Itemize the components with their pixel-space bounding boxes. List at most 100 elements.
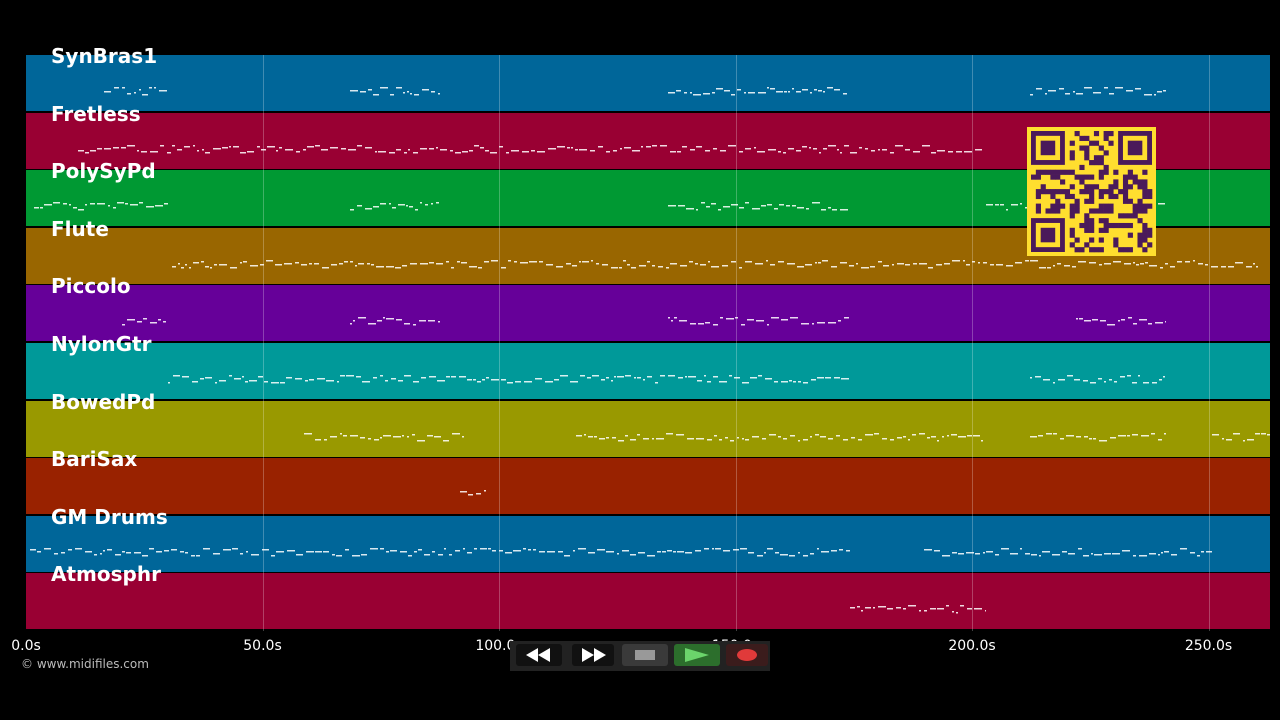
record-button[interactable] <box>726 644 768 666</box>
note <box>1163 376 1165 378</box>
note <box>712 547 714 550</box>
note <box>620 147 622 150</box>
note <box>1246 265 1252 268</box>
note <box>713 324 718 326</box>
note <box>413 324 416 326</box>
note <box>1122 549 1130 552</box>
note <box>307 145 314 148</box>
note <box>159 90 167 92</box>
note <box>667 549 672 552</box>
note <box>104 91 111 93</box>
note <box>1136 263 1139 266</box>
note <box>817 547 819 550</box>
note <box>404 375 411 377</box>
note <box>501 266 506 269</box>
note <box>682 145 687 148</box>
note <box>380 375 383 377</box>
note <box>137 321 142 323</box>
note <box>1120 376 1125 378</box>
note <box>339 262 343 265</box>
note <box>421 377 426 379</box>
note <box>652 264 655 267</box>
note <box>823 91 825 93</box>
note <box>674 317 677 319</box>
note <box>966 263 970 266</box>
note <box>722 264 728 267</box>
note <box>380 547 384 550</box>
note <box>937 439 939 442</box>
note <box>1107 324 1115 326</box>
note <box>386 318 394 320</box>
fast-forward-icon <box>582 648 606 662</box>
track-lane[interactable]: Atmosphr <box>26 562 1270 630</box>
note <box>714 434 717 437</box>
note <box>1036 88 1042 90</box>
note <box>627 263 630 266</box>
note <box>113 146 119 149</box>
note <box>623 259 626 262</box>
note <box>260 263 264 266</box>
note <box>956 612 958 614</box>
note <box>264 381 268 383</box>
note <box>662 550 666 553</box>
note <box>677 150 681 153</box>
note <box>404 323 410 325</box>
note <box>765 378 772 380</box>
note <box>90 149 96 152</box>
note <box>146 206 154 208</box>
note <box>739 266 742 269</box>
stop-button[interactable] <box>622 644 668 666</box>
play-button[interactable] <box>674 644 720 666</box>
stop-icon <box>635 650 655 660</box>
note <box>418 548 422 551</box>
note <box>707 438 712 441</box>
note <box>234 378 241 380</box>
note <box>796 91 801 93</box>
note <box>1180 547 1187 550</box>
track-lane[interactable]: GM Drums <box>26 505 1270 572</box>
note <box>490 151 497 154</box>
note <box>755 262 763 265</box>
track-lane[interactable]: Piccolo <box>26 274 1270 342</box>
note <box>840 261 847 264</box>
note <box>499 145 503 148</box>
note <box>1074 379 1080 381</box>
note <box>357 205 362 207</box>
note <box>280 382 285 384</box>
note <box>840 209 848 211</box>
note <box>788 91 790 93</box>
note <box>403 92 405 94</box>
note <box>591 259 593 262</box>
qr-code-image <box>1031 131 1153 253</box>
play-icon <box>685 648 709 662</box>
note <box>467 379 472 381</box>
note <box>1198 262 1203 265</box>
note <box>606 150 610 153</box>
piano-roll[interactable]: SynBras1 Fretless PolySyPd Flute Piccolo Nylo… <box>26 44 1270 631</box>
note <box>573 549 575 552</box>
note <box>415 209 418 211</box>
track-lane[interactable]: BariSax <box>26 447 1270 515</box>
note <box>821 209 826 211</box>
note <box>463 547 465 550</box>
note <box>317 378 325 380</box>
note <box>685 376 687 378</box>
track-lane[interactable]: SynBras1 <box>26 44 1270 111</box>
note <box>711 265 719 268</box>
note <box>908 438 910 441</box>
rewind-button[interactable] <box>516 644 562 666</box>
note <box>314 262 319 265</box>
fast-forward-button[interactable] <box>572 644 614 666</box>
note <box>666 266 669 269</box>
note <box>679 320 687 322</box>
note <box>857 606 860 608</box>
note <box>1045 93 1047 95</box>
track-lane[interactable]: NylonGtr <box>26 332 1270 399</box>
note <box>380 87 388 89</box>
note <box>566 262 571 265</box>
qr-code <box>1027 127 1156 256</box>
note <box>908 605 916 607</box>
note <box>427 434 433 437</box>
track-lane[interactable]: BowedPd <box>26 390 1270 457</box>
note <box>611 380 613 382</box>
